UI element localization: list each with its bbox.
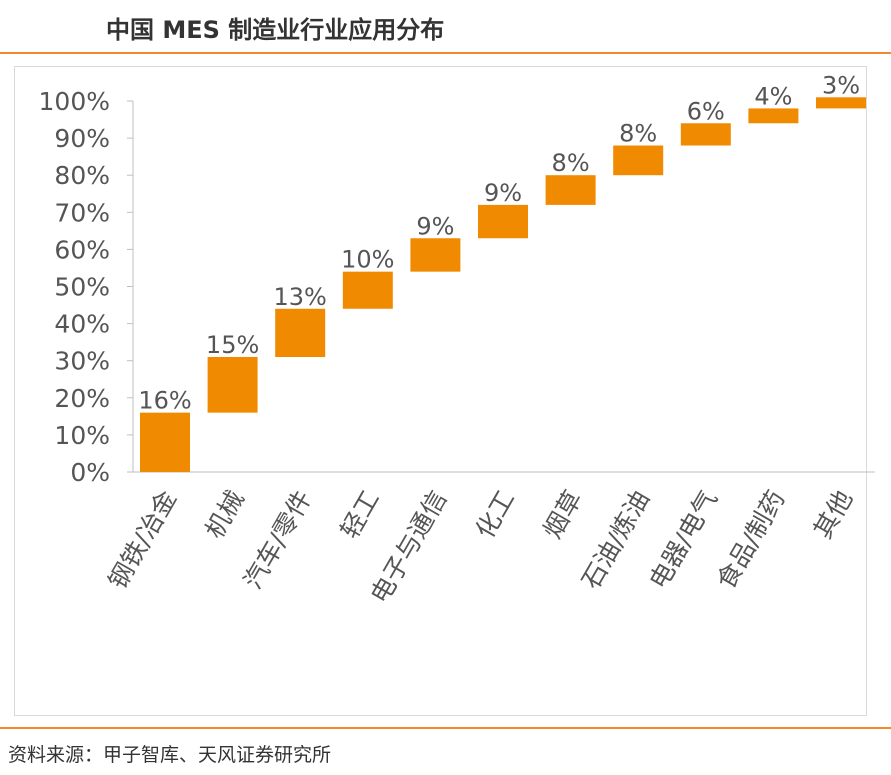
- data-label: 15%: [206, 331, 259, 359]
- y-tick-label: 80%: [54, 161, 110, 190]
- bar: [613, 145, 664, 176]
- data-label: 8%: [552, 149, 590, 177]
- y-tick-label: 0%: [70, 458, 110, 487]
- bar: [816, 97, 866, 109]
- category-label: 烟草: [538, 486, 588, 544]
- data-label: 10%: [341, 246, 394, 274]
- bar: [680, 123, 731, 146]
- chart-title: 中国 MES 制造业行业应用分布: [106, 16, 445, 44]
- source-note: 资料来源：甲子智库、天风证券研究所: [8, 744, 332, 766]
- y-tick-label: 20%: [54, 384, 110, 413]
- category-label: 汽车/零件: [238, 486, 317, 594]
- data-labels-layer: 16% 15% 13% 10% 9% 9% 8% 8% 6% 4% 3%: [138, 71, 860, 414]
- category-label: 化工: [470, 486, 520, 544]
- bar: [748, 108, 799, 124]
- bar: [478, 204, 528, 239]
- data-label: 6%: [687, 97, 725, 125]
- category-label: 机械: [200, 486, 250, 544]
- bar: [140, 412, 190, 472]
- category-label: 轻工: [335, 486, 385, 544]
- y-tick-label: 90%: [54, 124, 110, 153]
- bar: [207, 356, 258, 413]
- y-tick-label: 50%: [54, 273, 110, 302]
- bottom-divider: [0, 727, 891, 729]
- chart-frame: [14, 66, 867, 716]
- y-tick-label: 100%: [39, 87, 110, 116]
- data-label: 4%: [754, 82, 792, 110]
- y-tick-label: 60%: [54, 235, 110, 264]
- category-label: 石油/炼油: [576, 486, 655, 594]
- y-tick-label: 40%: [54, 310, 110, 339]
- data-label: 9%: [416, 212, 454, 240]
- data-label: 3%: [822, 71, 860, 99]
- data-label: 9%: [484, 179, 522, 207]
- axis-layer: 0% 10% 20% 30% 40% 50% 60% 70% 80% 90% 100%: [39, 87, 875, 487]
- top-divider: [0, 52, 891, 54]
- category-label: 钢铁/冶金: [103, 486, 182, 594]
- data-label: 8%: [619, 120, 657, 148]
- category-label: 电器/电气: [644, 486, 723, 594]
- bar: [410, 238, 461, 272]
- bars-layer: [140, 97, 866, 472]
- data-label: 16%: [138, 387, 191, 415]
- y-tick-label: 30%: [54, 347, 110, 376]
- category-label: 食品/制药: [711, 486, 790, 594]
- waterfall-chart: 0% 10% 20% 30% 40% 50% 60% 70% 80% 90% 100% 16% 15%…: [39, 71, 875, 609]
- category-label: 其他: [808, 486, 858, 544]
- bar: [342, 271, 393, 309]
- bar: [545, 175, 596, 205]
- bar: [275, 308, 326, 357]
- y-tick-label: 70%: [54, 198, 110, 227]
- y-tick-label: 10%: [54, 421, 110, 450]
- data-label: 13%: [274, 283, 327, 311]
